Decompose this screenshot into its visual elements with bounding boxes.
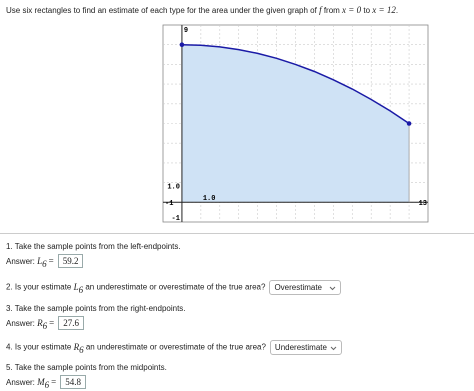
math: R6 xyxy=(73,341,84,355)
x-label: 13 xyxy=(419,200,427,208)
answer-label: Answer: xyxy=(6,378,35,387)
math: f xyxy=(319,5,322,15)
chevron-path xyxy=(330,286,336,291)
equals: = xyxy=(49,318,55,328)
math: M6 xyxy=(37,377,50,390)
prompt: 3. Take the sample points from the right… xyxy=(6,304,186,313)
subscript: 6 xyxy=(78,284,84,295)
answer-label: Answer: xyxy=(6,257,35,266)
dropdown[interactable]: Overestimate xyxy=(269,280,342,295)
question: 4. Is your estimate R6 an underestimate … xyxy=(6,340,342,355)
area xyxy=(181,44,410,203)
question: 3. Take the sample points from the right… xyxy=(6,304,186,313)
curve xyxy=(181,43,410,125)
math: R6 xyxy=(37,318,48,331)
subscript: 6 xyxy=(42,320,48,331)
separator xyxy=(0,233,474,234)
question: 2. Is your estimate L6 an underestimate … xyxy=(6,280,342,295)
answer-box[interactable]: 59.2 xyxy=(57,254,84,268)
prompt: 4. Is your estimate xyxy=(6,342,74,352)
dropdown[interactable]: Underestimate xyxy=(269,340,342,355)
answer-line: Answer: M6 = 54.8 xyxy=(6,375,86,390)
graph: -1 1.0 13 -1 1.0 9 xyxy=(162,24,429,223)
endpoint xyxy=(179,42,185,47)
x-label: 1.0 xyxy=(203,195,216,203)
answer-label: Answer: xyxy=(6,319,35,328)
math: x = 0 xyxy=(342,5,362,15)
subscript: 6 xyxy=(44,379,50,390)
answer-box[interactable]: 27.6 xyxy=(58,316,84,330)
equals: = xyxy=(51,377,57,387)
prompt: an underestimate or overestimate of the … xyxy=(83,282,266,292)
answer-line: Answer: L6 = 59.2 xyxy=(6,254,84,269)
chevron xyxy=(330,346,337,351)
subscript: 6 xyxy=(79,344,84,355)
endpoint xyxy=(406,121,412,126)
y-label: -1 xyxy=(172,215,180,223)
intro-text: . xyxy=(395,6,399,15)
intro: Use six rectangles to find an estimate o… xyxy=(6,5,398,15)
x-label: -1 xyxy=(165,200,173,208)
math: x = 12 xyxy=(372,5,396,15)
y-label: 1.0 xyxy=(167,183,180,191)
question: 5. Take the sample points from the midpo… xyxy=(6,363,167,372)
prompt: 1. Take the sample points from the left-… xyxy=(6,242,181,251)
chevron-path xyxy=(330,346,337,351)
dropdown-value: Underestimate xyxy=(274,343,327,352)
intro-text: to xyxy=(361,6,373,15)
math: L6 xyxy=(37,256,47,269)
prompt: an underestimate or overestimate of the … xyxy=(83,342,266,352)
y-label: 9 xyxy=(184,27,188,35)
prompt: 2. Is your estimate xyxy=(6,282,74,292)
intro-text: Use six rectangles to find an estimate o… xyxy=(6,6,320,15)
equals: = xyxy=(48,256,54,266)
intro-text: from xyxy=(321,6,343,15)
answer-box[interactable]: 54.8 xyxy=(60,375,86,389)
dropdown-value: Overestimate xyxy=(274,283,323,292)
answer-line: Answer: R6 = 27.6 xyxy=(6,316,84,331)
prompt: 5. Take the sample points from the midpo… xyxy=(6,363,167,372)
math: L6 xyxy=(73,281,84,295)
subscript: 6 xyxy=(42,258,47,269)
chevron xyxy=(330,286,336,291)
question: 1. Take the sample points from the left-… xyxy=(6,242,181,251)
